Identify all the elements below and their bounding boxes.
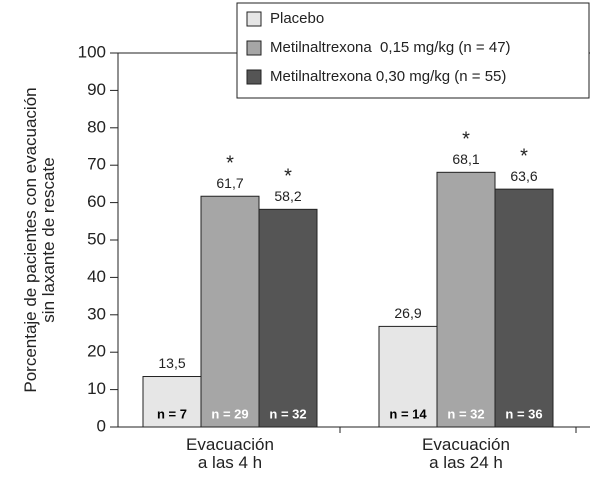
y-tick-label: 20 xyxy=(87,342,106,361)
y-tick-label: 30 xyxy=(87,304,106,323)
legend-label: Metilnaltrexona 0,30 mg/kg (n = 55) xyxy=(270,68,506,85)
significance-marker: * xyxy=(462,129,470,151)
n-label: n = 32 xyxy=(447,406,484,421)
value-label: 61,7 xyxy=(216,175,243,191)
y-tick-label: 0 xyxy=(97,416,106,435)
bar xyxy=(258,208,318,428)
n-label: n = 14 xyxy=(389,406,427,421)
value-label: 26,9 xyxy=(394,305,421,321)
n-label: n = 7 xyxy=(157,406,187,421)
y-tick-label: 60 xyxy=(87,192,106,211)
legend-swatch xyxy=(246,40,262,56)
n-label: n = 32 xyxy=(269,406,306,421)
y-tick-label: 80 xyxy=(87,117,106,136)
n-label: n = 36 xyxy=(505,406,542,421)
legend-swatch xyxy=(246,69,262,85)
bar xyxy=(142,376,202,428)
bar xyxy=(378,325,438,428)
x-tick-label: Evacuación a las 4 h xyxy=(186,435,274,472)
y-tick-label: 100 xyxy=(78,42,106,61)
y-tick-label: 90 xyxy=(87,80,106,99)
significance-marker: * xyxy=(284,166,292,188)
y-tick-label: 40 xyxy=(87,267,106,286)
value-label: 58,2 xyxy=(274,188,301,204)
legend-swatch xyxy=(246,11,262,27)
legend-box xyxy=(236,2,590,99)
bar xyxy=(436,171,496,428)
value-label: 13,5 xyxy=(158,355,185,371)
value-label: 68,1 xyxy=(452,151,479,167)
bar xyxy=(494,188,554,428)
y-axis-label: Porcentaje de pacientes con evacuación s… xyxy=(21,87,58,393)
value-label: 63,6 xyxy=(510,168,537,184)
significance-marker: * xyxy=(520,145,528,167)
n-label: n = 29 xyxy=(211,406,248,421)
bar xyxy=(200,195,260,428)
y-tick-label: 10 xyxy=(87,379,106,398)
x-tick-label: Evacuación a las 24 h xyxy=(422,435,510,472)
legend-label: Placebo xyxy=(270,10,324,27)
significance-marker: * xyxy=(226,153,234,175)
y-tick-label: 50 xyxy=(87,229,106,248)
y-tick-label: 70 xyxy=(87,155,106,174)
legend-label: Metilnaltrexona 0,15 mg/kg (n = 47) xyxy=(270,39,511,56)
